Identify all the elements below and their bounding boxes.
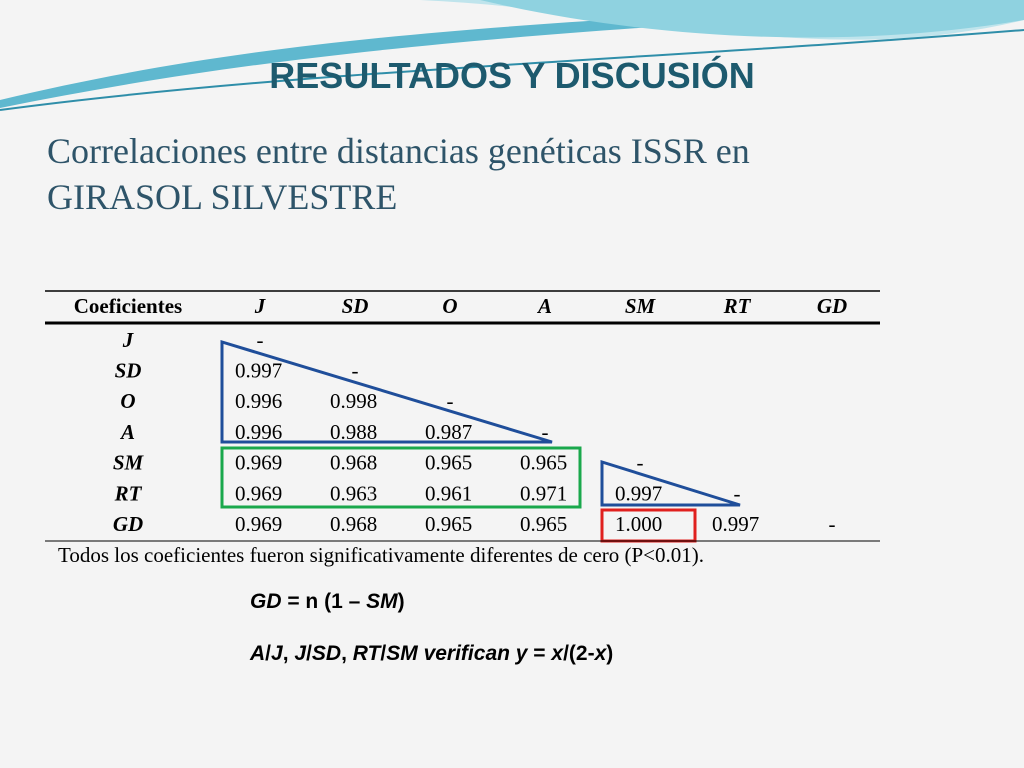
row-header: SM: [113, 451, 145, 475]
column-header: SM: [625, 294, 657, 318]
table-cell: 0.998: [330, 389, 377, 413]
formula-part: SM: [366, 590, 398, 613]
table-cell: 0.996: [235, 389, 282, 413]
row-header: SD: [115, 359, 142, 383]
table-cell: 0.969: [235, 512, 282, 536]
table-cell: 0.997: [712, 512, 759, 536]
formula-part: J: [294, 642, 307, 665]
formula-part: /: [306, 642, 312, 665]
table-cell: 0.965: [425, 451, 472, 475]
table-cell: -: [637, 451, 644, 475]
table-cell: 0.968: [330, 451, 377, 475]
formula-part: x: [551, 642, 564, 665]
formula-part: =: [527, 642, 552, 665]
table-cell: 0.968: [330, 512, 377, 536]
table-cell: 0.987: [425, 420, 472, 444]
column-header: O: [442, 294, 457, 318]
formula-part: /: [265, 642, 272, 665]
formula-part: = n (1 –: [281, 590, 367, 613]
formula-part: SM verifican y: [386, 642, 528, 665]
table-cell: -: [829, 512, 836, 536]
formula-part: /(2-: [563, 642, 595, 665]
formula-part: A: [250, 642, 266, 665]
row-header: O: [120, 389, 135, 413]
table-cell: -: [734, 481, 741, 505]
table-cell: 1.000: [615, 512, 662, 536]
formula: A/J, J/SD, RT/SM verifican y = x/(2-x): [250, 642, 613, 666]
row-header: RT: [114, 481, 143, 505]
table-cell: 0.969: [235, 451, 282, 475]
table-cell: 0.988: [330, 420, 377, 444]
table-cell: 0.965: [520, 451, 567, 475]
table-cell: -: [352, 359, 359, 383]
formula-part: ,: [282, 642, 295, 665]
column-header: SD: [342, 294, 369, 318]
table-cell: 0.969: [235, 481, 282, 505]
table-cell: -: [542, 420, 549, 444]
slide-title: RESULTADOS Y DISCUSIÓN: [269, 55, 755, 96]
table-cell: 0.965: [425, 512, 472, 536]
row-header: J: [122, 328, 135, 352]
formula-part: J: [271, 642, 283, 665]
formula-part: ): [606, 642, 614, 665]
column-header: A: [536, 294, 552, 318]
table-cell: 0.996: [235, 420, 282, 444]
table-cell: -: [257, 328, 264, 352]
formula: GD = n (1 – SM): [250, 590, 405, 614]
formula-part: x: [594, 642, 607, 665]
formula-part: ): [397, 590, 405, 613]
highlight-shapes: [220, 339, 741, 543]
formula-part: /: [380, 642, 387, 665]
formula-part: GD: [250, 590, 282, 613]
formula-part: ,: [341, 642, 353, 665]
column-header: GD: [817, 294, 847, 318]
table-cell: 0.961: [425, 481, 472, 505]
row-header: GD: [113, 512, 143, 536]
formula-part: SD: [311, 642, 342, 665]
table-cell: 0.997: [615, 481, 662, 505]
table-note: Todos los coeficientes fueron significat…: [58, 543, 704, 567]
column-header: Coeficientes: [74, 294, 182, 318]
column-header: J: [254, 294, 267, 318]
row-header: A: [119, 420, 135, 444]
table-cell: 0.963: [330, 481, 377, 505]
table-cell: -: [447, 389, 454, 413]
formula-part: RT: [352, 642, 381, 665]
table-cell: 0.965: [520, 512, 567, 536]
column-header: RT: [723, 294, 752, 318]
top-decoration: [0, 0, 1024, 111]
table-cell: 0.971: [520, 481, 567, 505]
table-cell: 0.997: [235, 359, 282, 383]
slide-subtitle: Correlaciones entre distancias genéticas…: [47, 131, 750, 217]
